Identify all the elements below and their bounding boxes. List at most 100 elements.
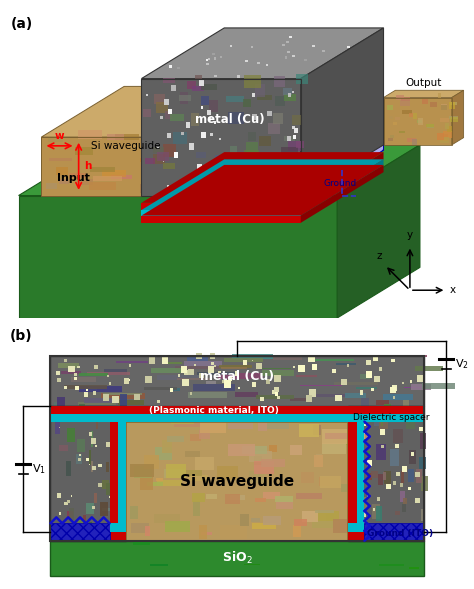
Bar [415, 366, 443, 371]
Bar [265, 64, 268, 66]
Bar [94, 365, 98, 369]
Bar [403, 400, 409, 411]
Bar [89, 522, 92, 537]
Bar [179, 95, 191, 101]
Bar [410, 380, 412, 382]
Bar [89, 464, 90, 465]
Bar [180, 92, 188, 104]
Bar [409, 469, 414, 482]
Bar [308, 355, 315, 362]
Bar [167, 133, 171, 138]
Bar [222, 380, 225, 383]
Bar [348, 532, 424, 541]
Bar [50, 523, 109, 541]
Bar [126, 426, 128, 434]
Text: Dielectric spacer: Dielectric spacer [353, 413, 429, 422]
Bar [219, 55, 222, 58]
Bar [245, 75, 261, 88]
Text: Input: Input [57, 173, 90, 183]
Bar [315, 511, 339, 521]
Bar [273, 173, 275, 174]
Bar [170, 388, 173, 392]
Bar [198, 372, 237, 375]
Bar [157, 147, 159, 149]
Bar [383, 98, 452, 145]
Bar [316, 454, 322, 460]
Bar [186, 470, 202, 475]
Bar [257, 95, 273, 100]
Bar [151, 368, 183, 373]
Bar [223, 140, 246, 148]
Bar [306, 395, 312, 402]
Bar [412, 139, 417, 145]
Bar [348, 523, 365, 532]
Bar [226, 95, 244, 102]
Polygon shape [452, 90, 464, 145]
Bar [79, 403, 85, 415]
Bar [120, 393, 127, 408]
Bar [409, 449, 417, 464]
Bar [168, 177, 196, 185]
Bar [94, 493, 97, 504]
Bar [86, 389, 88, 391]
Bar [208, 117, 210, 121]
Bar [109, 382, 111, 385]
Bar [121, 488, 127, 494]
Bar [367, 460, 372, 465]
Bar [177, 378, 211, 380]
Text: Ground (ITO): Ground (ITO) [367, 530, 433, 538]
Polygon shape [18, 145, 420, 196]
Bar [408, 487, 410, 490]
Bar [374, 376, 380, 382]
Bar [229, 176, 249, 181]
Bar [379, 418, 388, 429]
Text: z: z [376, 252, 382, 262]
Text: w: w [55, 131, 64, 141]
Bar [189, 143, 194, 150]
Bar [371, 388, 374, 391]
Bar [129, 506, 137, 519]
Bar [296, 493, 322, 499]
Bar [288, 141, 302, 151]
Bar [252, 114, 257, 120]
Bar [222, 137, 237, 144]
Bar [224, 358, 263, 362]
Bar [111, 176, 132, 179]
Text: x: x [450, 285, 456, 295]
Bar [48, 135, 63, 143]
Bar [284, 94, 296, 101]
Bar [140, 477, 153, 489]
Bar [106, 462, 109, 472]
Bar [438, 93, 441, 98]
Bar [112, 373, 122, 375]
Bar [348, 406, 424, 541]
Bar [91, 461, 93, 472]
Bar [196, 152, 206, 158]
Bar [314, 455, 323, 467]
Bar [255, 363, 262, 369]
Bar [56, 525, 61, 530]
Bar [175, 366, 220, 369]
Bar [360, 391, 364, 395]
Bar [231, 157, 244, 170]
Bar [402, 110, 412, 114]
Bar [107, 375, 109, 377]
Bar [346, 519, 367, 526]
Bar [383, 395, 413, 401]
Bar [287, 136, 291, 141]
Bar [352, 511, 360, 522]
Bar [273, 177, 284, 183]
Bar [273, 112, 283, 124]
Bar [214, 121, 217, 124]
Bar [50, 356, 424, 406]
Text: (b): (b) [9, 329, 32, 343]
Bar [208, 58, 210, 60]
Bar [315, 510, 334, 513]
Bar [64, 501, 68, 505]
Bar [165, 155, 185, 158]
Bar [83, 515, 85, 528]
Bar [206, 63, 209, 65]
Bar [98, 464, 101, 468]
Bar [450, 117, 458, 122]
Bar [369, 528, 371, 534]
